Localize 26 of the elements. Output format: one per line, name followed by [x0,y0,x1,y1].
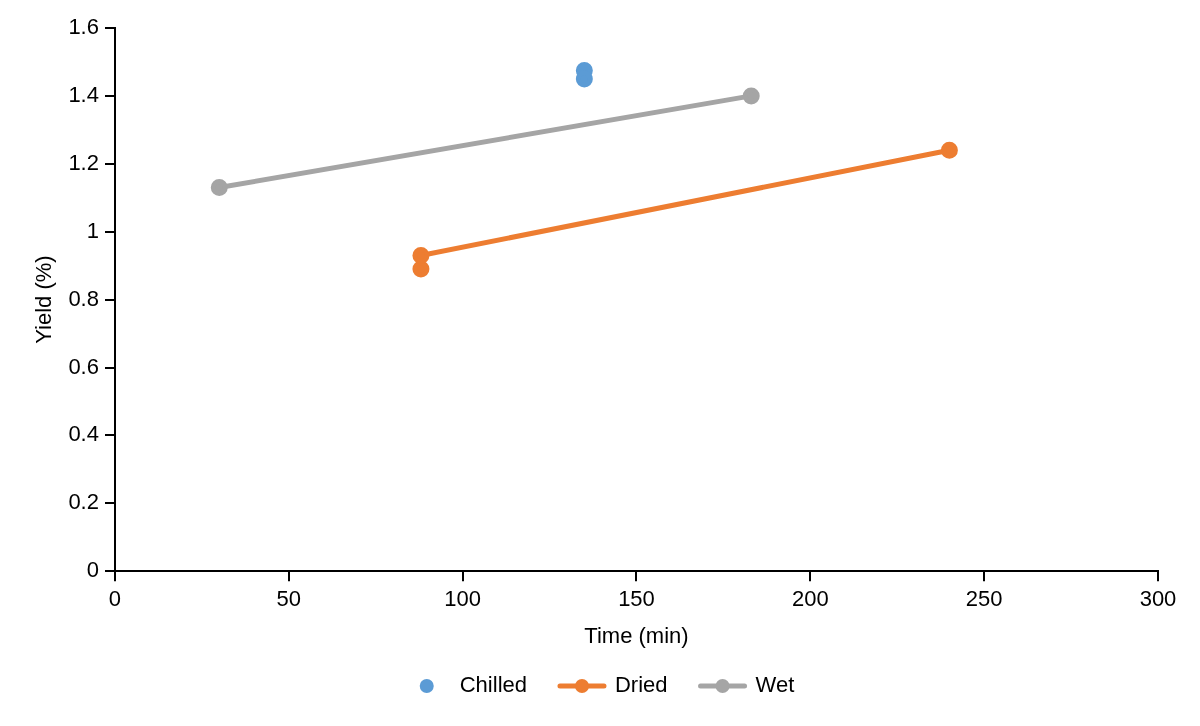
point [742,87,760,105]
x-tick-label: 200 [791,586,829,612]
y-tick-label: 1.4 [68,81,99,107]
y-tick-label: 1.6 [68,14,99,40]
x-tick-label: 100 [444,586,482,612]
legend-label: Dried [614,672,668,698]
legend-label: Wet [755,672,795,698]
x-axis-title: Time (min) [584,622,689,648]
point [412,246,430,264]
y-tick-label: 0.8 [68,285,99,311]
y-tick-label: 0.2 [68,489,99,515]
x-tick-label: 300 [1139,586,1177,612]
y-tick-label: 0 [86,557,99,583]
y-tick-label: 1.2 [68,149,99,175]
y-tick-label: 0.4 [68,421,99,447]
x-tick-label: 150 [618,586,655,612]
point [940,141,958,159]
x-tick-label: 50 [276,586,302,612]
point [210,179,228,197]
legend-label: Chilled [459,672,527,698]
y-tick-label: 1 [86,217,99,243]
point [412,260,430,278]
x-tick-label: 0 [108,586,122,612]
y-axis-title: Yield (%) [31,255,57,344]
x-tick-label: 250 [965,586,1003,612]
y-tick-label: 0.6 [68,353,99,379]
